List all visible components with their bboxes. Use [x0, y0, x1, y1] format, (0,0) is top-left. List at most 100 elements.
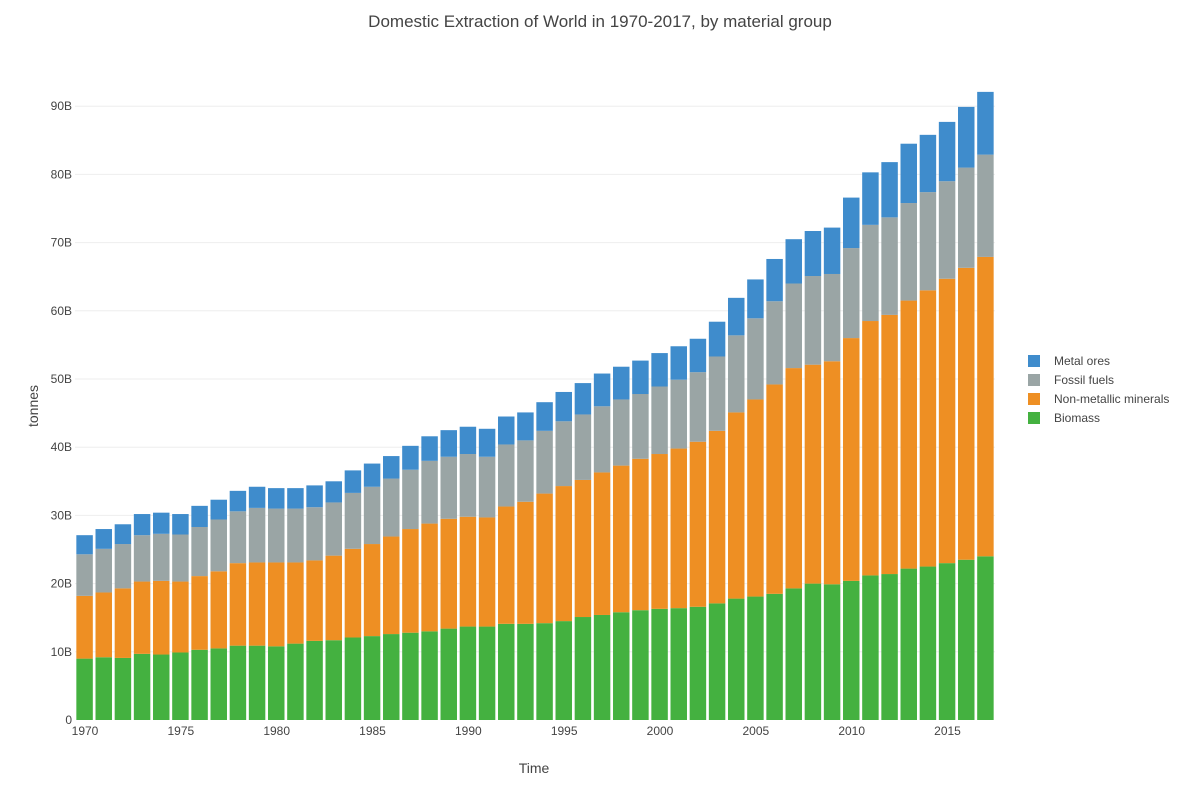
- bar-segment[interactable]: [651, 608, 668, 720]
- bar-segment[interactable]: [900, 300, 917, 569]
- bar-segment[interactable]: [498, 444, 515, 507]
- legend-item[interactable]: Metal ores: [1028, 354, 1110, 368]
- bar-segment[interactable]: [747, 596, 764, 720]
- bar-segment[interactable]: [76, 535, 93, 555]
- bar-segment[interactable]: [632, 394, 649, 459]
- bar-segment[interactable]: [555, 421, 572, 487]
- bar-segment[interactable]: [325, 555, 342, 641]
- bar-segment[interactable]: [958, 106, 975, 168]
- bar-segment[interactable]: [229, 563, 247, 646]
- bar-segment[interactable]: [172, 652, 189, 720]
- bar-segment[interactable]: [76, 595, 93, 659]
- bar-segment[interactable]: [881, 574, 898, 720]
- bar-segment[interactable]: [670, 346, 687, 380]
- bar-segment[interactable]: [804, 276, 822, 365]
- bar-segment[interactable]: [555, 621, 572, 720]
- bar-segment[interactable]: [862, 172, 879, 225]
- bar-segment[interactable]: [268, 508, 285, 563]
- bar-segment[interactable]: [76, 554, 93, 596]
- bar-segment[interactable]: [708, 321, 726, 357]
- bar-segment[interactable]: [421, 436, 438, 461]
- bar-segment[interactable]: [287, 562, 304, 644]
- bar-segment[interactable]: [498, 416, 515, 445]
- bar-segment[interactable]: [248, 486, 266, 508]
- bar-segment[interactable]: [574, 383, 592, 415]
- bar-segment[interactable]: [344, 637, 362, 720]
- bar-segment[interactable]: [229, 511, 247, 564]
- bar-segment[interactable]: [555, 391, 572, 422]
- bar-segment[interactable]: [593, 373, 611, 407]
- bar-segment[interactable]: [287, 643, 304, 720]
- bar-segment[interactable]: [191, 526, 208, 577]
- legend-item[interactable]: Non-metallic minerals: [1028, 392, 1169, 406]
- bar-segment[interactable]: [977, 556, 994, 720]
- bar-segment[interactable]: [114, 588, 132, 658]
- bar-segment[interactable]: [804, 364, 822, 584]
- bar-segment[interactable]: [440, 456, 457, 519]
- bar-segment[interactable]: [958, 559, 975, 720]
- bar-segment[interactable]: [881, 162, 898, 218]
- bar-segment[interactable]: [172, 581, 189, 653]
- bar-segment[interactable]: [153, 533, 170, 581]
- bar-segment[interactable]: [804, 231, 822, 277]
- bar-segment[interactable]: [172, 534, 189, 582]
- bar-segment[interactable]: [517, 501, 534, 624]
- bar-segment[interactable]: [421, 460, 438, 524]
- bar-segment[interactable]: [402, 469, 419, 530]
- bar-segment[interactable]: [517, 623, 534, 720]
- bar-segment[interactable]: [555, 486, 572, 622]
- legend-item[interactable]: Biomass: [1028, 411, 1100, 425]
- bar-segment[interactable]: [268, 562, 285, 647]
- bar-segment[interactable]: [651, 386, 668, 455]
- bar-segment[interactable]: [651, 454, 668, 609]
- bar-segment[interactable]: [363, 486, 381, 545]
- bar-segment[interactable]: [785, 239, 802, 284]
- bar-segment[interactable]: [977, 256, 994, 557]
- bar-segment[interactable]: [593, 406, 611, 473]
- bar-segment[interactable]: [421, 631, 438, 720]
- bar-segment[interactable]: [613, 399, 630, 466]
- bar-segment[interactable]: [421, 523, 438, 632]
- bar-segment[interactable]: [344, 470, 362, 493]
- bar-segment[interactable]: [229, 645, 247, 720]
- legend[interactable]: Metal ores Fossil fuels Non-metallic miner…: [1028, 354, 1169, 425]
- bar-segment[interactable]: [268, 646, 285, 720]
- bar-segment[interactable]: [804, 583, 822, 720]
- bar-segment[interactable]: [766, 384, 783, 594]
- bar-segment[interactable]: [728, 297, 745, 336]
- bar-segment[interactable]: [785, 368, 802, 589]
- bar-segment[interactable]: [478, 517, 496, 627]
- bar-segment[interactable]: [383, 634, 400, 720]
- bar-segment[interactable]: [900, 568, 917, 720]
- bar-segment[interactable]: [478, 456, 496, 518]
- bar-segment[interactable]: [843, 248, 860, 339]
- bar-segment[interactable]: [689, 372, 707, 442]
- bar-segment[interactable]: [95, 548, 112, 593]
- bar-segment[interactable]: [747, 399, 764, 597]
- bar-segment[interactable]: [383, 536, 400, 635]
- bar-segment[interactable]: [478, 626, 496, 720]
- bar-segment[interactable]: [574, 617, 592, 720]
- bar-segment[interactable]: [478, 428, 496, 457]
- bar-segment[interactable]: [728, 412, 745, 599]
- bar-segment[interactable]: [747, 279, 764, 319]
- bar-segment[interactable]: [632, 360, 649, 395]
- bar-segment[interactable]: [958, 267, 975, 560]
- bar-segment[interactable]: [153, 580, 170, 655]
- bar-segment[interactable]: [689, 441, 707, 607]
- bar-segment[interactable]: [862, 224, 879, 322]
- bar-segment[interactable]: [210, 648, 227, 720]
- bar-segment[interactable]: [191, 576, 208, 650]
- bar-segment[interactable]: [268, 488, 285, 509]
- bar-segment[interactable]: [248, 645, 266, 720]
- bar-segment[interactable]: [210, 499, 227, 520]
- bar-segment[interactable]: [766, 593, 783, 720]
- bar-segment[interactable]: [536, 623, 553, 720]
- bar-segment[interactable]: [593, 614, 611, 720]
- bar-segment[interactable]: [728, 335, 745, 413]
- bar-segment[interactable]: [344, 492, 362, 549]
- bar-segment[interactable]: [344, 548, 362, 638]
- bar-segment[interactable]: [306, 485, 323, 508]
- bar-segment[interactable]: [881, 217, 898, 315]
- bar-segment[interactable]: [325, 502, 342, 556]
